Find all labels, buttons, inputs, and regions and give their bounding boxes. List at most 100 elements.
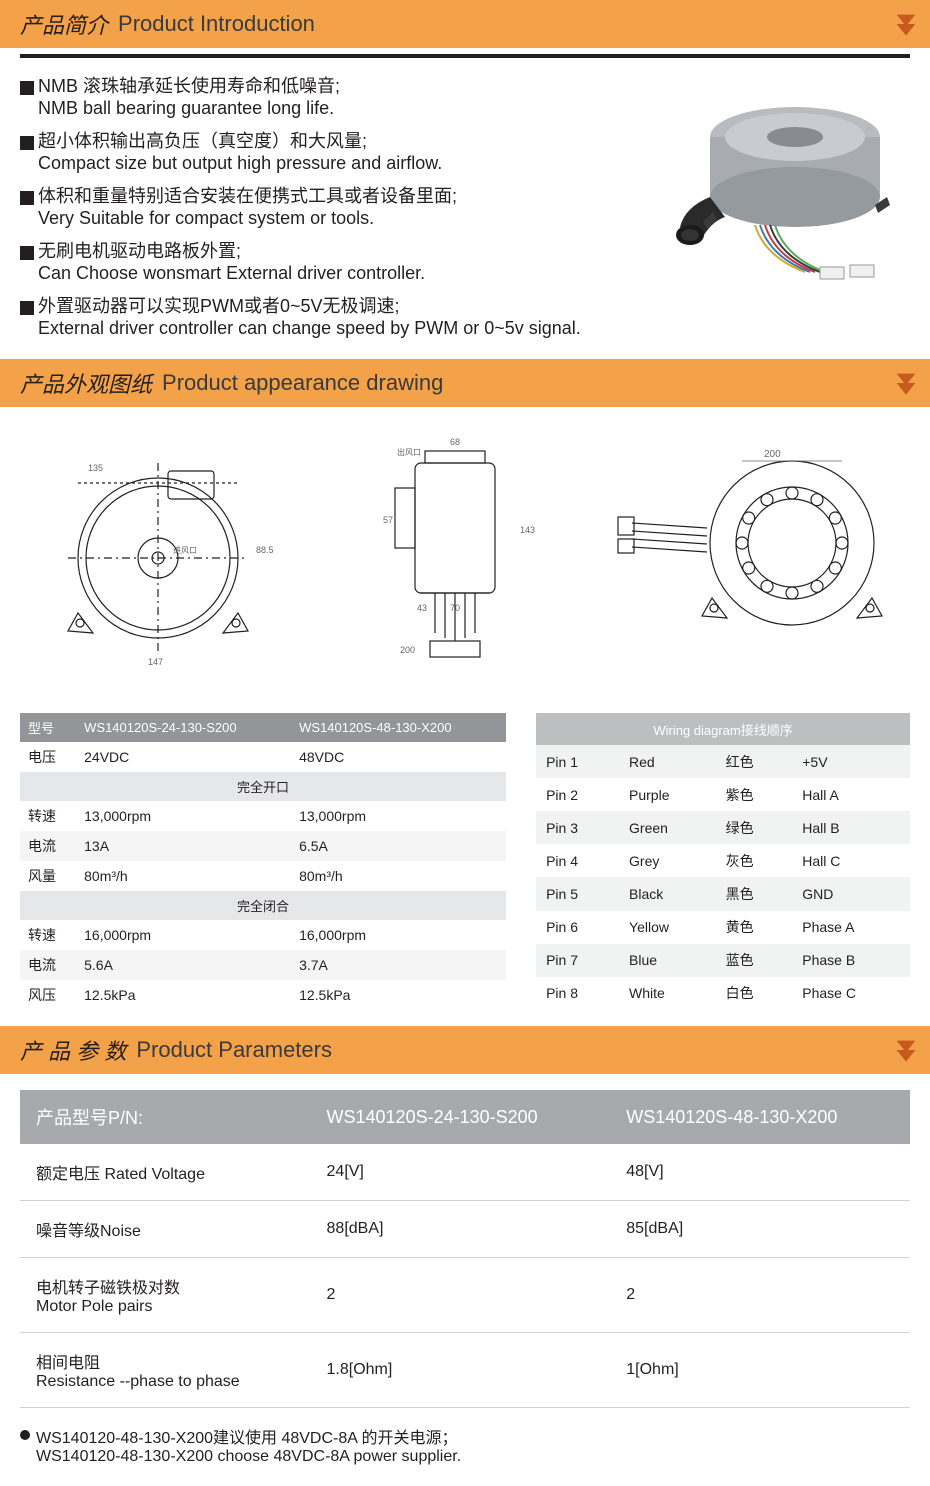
intro-item: 无刷电机驱动电路板外置;Can Choose wonsmart External… (20, 237, 650, 284)
intro-cn: NMB 滚珠轴承延长使用寿命和低噪音; (38, 76, 340, 96)
spec-cell: 13A (76, 831, 291, 861)
svg-text:147: 147 (148, 657, 163, 667)
spec-cell: 48VDC (291, 742, 506, 772)
wiring-cell: Purple (619, 778, 716, 811)
spec-cell: 16,000rpm (291, 920, 506, 950)
wiring-cell: Pin 6 (536, 911, 619, 944)
svg-text:出风口: 出风口 (397, 447, 421, 457)
spec-cell: 风压 (20, 980, 76, 1010)
wiring-cell: Grey (619, 844, 716, 877)
spec-cell: 风量 (20, 861, 76, 891)
intro-cn: 超小体积输出高负压（真空度）和大风量; (38, 131, 367, 151)
svg-text:43: 43 (417, 603, 427, 613)
spec-cell: 电流 (20, 831, 76, 861)
wiring-header: Wiring diagram接线顺序 (536, 713, 910, 745)
spec-cell: 16,000rpm (76, 920, 291, 950)
wiring-cell: 黑色 (716, 877, 793, 910)
chevron-down-icon (892, 369, 920, 397)
wiring-cell: Pin 3 (536, 811, 619, 844)
product-photo (650, 72, 910, 292)
spec-cell: 转速 (20, 920, 76, 950)
spec-cell: 80m³/h (76, 861, 291, 891)
wiring-cell: GND (792, 877, 910, 910)
tables-row: 型号WS140120S-24-130-S200WS140120S-48-130-… (0, 713, 930, 1026)
spec-header-cell: WS140120S-48-130-X200 (291, 713, 506, 742)
svg-text:200: 200 (400, 645, 415, 655)
wiring-cell: Pin 5 (536, 877, 619, 910)
separator (20, 54, 910, 58)
param-cell: 1.8[Ohm] (311, 1333, 611, 1408)
wiring-cell: Pin 7 (536, 944, 619, 977)
spec-table: 型号WS140120S-24-130-S200WS140120S-48-130-… (20, 713, 506, 1010)
drawing-top: 200 (612, 433, 912, 653)
spec-cell: 80m³/h (291, 861, 506, 891)
drawing-side: 68 出风口 143 57 70 43 200 (325, 433, 585, 693)
spec-cell: 5.6A (76, 950, 291, 980)
bullet-icon (20, 191, 34, 205)
spec-cell: 3.7A (291, 950, 506, 980)
wiring-cell: 紫色 (716, 778, 793, 811)
param-cell: 电机转子磁铁极对数Motor Pole pairs (20, 1258, 311, 1333)
intro-text: NMB 滚珠轴承延长使用寿命和低噪音;NMB ball bearing guar… (20, 72, 650, 347)
wiring-cell: Hall A (792, 778, 910, 811)
intro-item: NMB 滚珠轴承延长使用寿命和低噪音;NMB ball bearing guar… (20, 72, 650, 119)
param-cell: 相间电阻Resistance --phase to phase (20, 1333, 311, 1408)
spec-subheader: 完全开口 (20, 772, 506, 801)
svg-text:进风口: 进风口 (173, 546, 197, 555)
spec-header-cell: WS140120S-24-130-S200 (76, 713, 291, 742)
wiring-cell: White (619, 977, 716, 1010)
param-table: 产品型号P/N:WS140120S-24-130-S200WS140120S-4… (20, 1090, 910, 1408)
spec-subheader: 完全闭合 (20, 891, 506, 920)
section-en: Product appearance drawing (162, 370, 443, 396)
param-header-cell: WS140120S-24-130-S200 (311, 1090, 611, 1144)
intro-item: 超小体积输出高负压（真空度）和大风量;Compact size but outp… (20, 127, 650, 174)
wiring-cell: Phase A (792, 911, 910, 944)
param-header-cell: 产品型号P/N: (20, 1090, 311, 1144)
spec-cell: 6.5A (291, 831, 506, 861)
section-cn: 产 品 参 数 (20, 1034, 126, 1066)
wiring-cell: 绿色 (716, 811, 793, 844)
intro-cn: 体积和重量特别适合安装在便携式工具或者设备里面; (38, 186, 457, 206)
spec-cell: 13,000rpm (291, 801, 506, 831)
intro-cn: 外置驱动器可以实现PWM或者0~5V无极调速; (38, 296, 400, 316)
bullet-icon (20, 246, 34, 260)
wiring-cell: Black (619, 877, 716, 910)
wiring-cell: Pin 2 (536, 778, 619, 811)
section-en: Product Introduction (118, 11, 315, 37)
spec-cell: 24VDC (76, 742, 291, 772)
bullet-icon (20, 81, 34, 95)
section-header-drawing: 产品外观图纸 Product appearance drawing (0, 359, 930, 407)
intro-en: Can Choose wonsmart External driver cont… (38, 263, 650, 284)
svg-text:68: 68 (450, 437, 460, 447)
param-cell: 2 (311, 1258, 611, 1333)
wiring-cell: Red (619, 745, 716, 778)
section-header-intro: 产品简介 Product Introduction (0, 0, 930, 48)
wiring-cell: Pin 4 (536, 844, 619, 877)
wiring-cell: Hall C (792, 844, 910, 877)
wiring-cell: Hall B (792, 811, 910, 844)
intro-en: Compact size but output high pressure an… (38, 153, 650, 174)
wiring-cell: 蓝色 (716, 944, 793, 977)
intro-cn: 无刷电机驱动电路板外置; (38, 241, 241, 261)
wiring-cell: Pin 8 (536, 977, 619, 1010)
intro-item: 体积和重量特别适合安装在便携式工具或者设备里面;Very Suitable fo… (20, 182, 650, 229)
svg-text:70: 70 (450, 603, 460, 613)
technical-drawings: 135 88.5 147 进风口 68 出风口 143 57 70 43 200 (0, 413, 930, 713)
spec-cell: 13,000rpm (76, 801, 291, 831)
param-cell: 48[V] (610, 1144, 910, 1201)
footnote-en: WS140120-48-130-X200 choose 48VDC-8A pow… (36, 1448, 910, 1466)
wiring-cell: Phase B (792, 944, 910, 977)
section-cn: 产品外观图纸 (20, 367, 152, 399)
wiring-cell: Yellow (619, 911, 716, 944)
intro-en: External driver controller can change sp… (38, 318, 650, 339)
bullet-icon (20, 136, 34, 150)
section-en: Product Parameters (136, 1037, 332, 1063)
bullet-icon (20, 301, 34, 315)
spec-header-cell: 型号 (20, 713, 76, 742)
drawing-front: 135 88.5 147 进风口 (18, 433, 298, 673)
wiring-cell: 白色 (716, 977, 793, 1010)
wiring-cell: Blue (619, 944, 716, 977)
footnote: WS140120-48-130-X200建议使用 48VDC-8A 的开关电源；… (0, 1424, 930, 1486)
wiring-cell: Pin 1 (536, 745, 619, 778)
spec-cell: 12.5kPa (76, 980, 291, 1010)
